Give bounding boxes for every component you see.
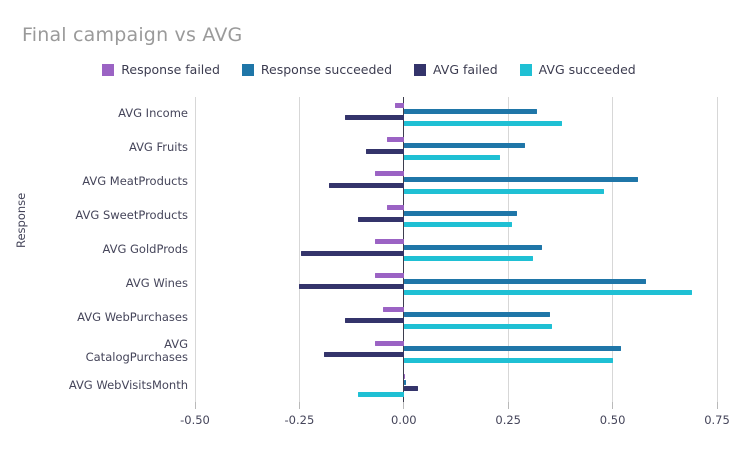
gridline-5 xyxy=(716,97,718,402)
y-axis-label: AVG MeatProducts xyxy=(82,174,188,189)
legend-swatch-response-failed xyxy=(102,63,115,76)
bar[interactable] xyxy=(403,312,550,318)
legend-label-avg-failed: AVG failed xyxy=(433,62,498,77)
legend-swatch-avg-succeeded xyxy=(519,63,532,76)
zero-axis-line xyxy=(403,97,405,402)
bar[interactable] xyxy=(403,176,638,182)
bar[interactable] xyxy=(403,380,406,386)
legend-label-response-succeeded: Response succeeded xyxy=(260,62,393,77)
bar[interactable] xyxy=(345,114,404,120)
bar[interactable] xyxy=(403,210,517,216)
y-axis-label: AVG Fruits xyxy=(128,140,188,155)
bar[interactable] xyxy=(374,272,404,278)
y-axis-label: AVG Wines xyxy=(125,275,188,290)
x-tick-label: 0.25 xyxy=(495,413,521,427)
y-axis-category-labels: AVG Income AVG Fruits AVG MeatProducts AVG … xyxy=(0,97,188,402)
bar[interactable] xyxy=(299,284,404,290)
bar[interactable] xyxy=(382,306,404,312)
legend-swatch-avg-failed xyxy=(414,63,427,76)
bar[interactable] xyxy=(403,188,605,194)
bar[interactable] xyxy=(403,278,646,284)
legend-label-response-failed: Response failed xyxy=(121,62,220,77)
gridline-4 xyxy=(612,97,614,402)
bar[interactable] xyxy=(328,182,404,188)
bar[interactable] xyxy=(301,250,404,256)
bar[interactable] xyxy=(403,154,500,160)
bar[interactable] xyxy=(403,143,525,149)
x-tick-label: 0.00 xyxy=(390,413,417,427)
bar[interactable] xyxy=(403,256,534,262)
bar[interactable] xyxy=(403,109,538,115)
bar[interactable] xyxy=(374,340,404,346)
plot-area xyxy=(194,97,718,402)
legend-item-response-failed[interactable]: Response failed xyxy=(102,62,220,77)
bar[interactable] xyxy=(395,103,404,109)
bar[interactable] xyxy=(403,120,563,126)
x-tick-mark xyxy=(298,402,300,409)
bar[interactable] xyxy=(374,171,404,177)
gridline-0 xyxy=(194,97,196,402)
bar[interactable] xyxy=(403,386,419,392)
x-tick-label: -0.50 xyxy=(180,413,210,427)
legend-item-response-succeeded[interactable]: Response succeeded xyxy=(241,62,393,77)
x-axis-ticks: -0.50 -0.25 0.00 0.25 0.50 0.75 xyxy=(180,402,730,436)
chart-legend: Response failed Response succeeded AVG fai… xyxy=(0,62,738,77)
bar[interactable] xyxy=(403,357,613,363)
legend-item-avg-succeeded[interactable]: AVG succeeded xyxy=(519,62,636,77)
bar[interactable] xyxy=(403,324,553,330)
bar[interactable] xyxy=(357,216,404,222)
y-axis-label: AVG WebPurchases xyxy=(77,309,188,324)
bar[interactable] xyxy=(403,346,621,352)
x-tick-mark xyxy=(716,402,718,409)
x-tick-mark xyxy=(507,402,509,409)
y-axis-title: Response xyxy=(14,192,28,248)
legend-item-avg-failed[interactable]: AVG failed xyxy=(414,62,498,77)
bar[interactable] xyxy=(387,205,404,210)
chart-title: Final campaign vs AVG xyxy=(22,24,243,46)
x-tick-label: -0.25 xyxy=(284,413,315,427)
bar[interactable] xyxy=(366,148,404,154)
x-tick-mark xyxy=(194,402,196,409)
y-axis-label: AVG WebVisitsMonth xyxy=(68,377,188,392)
y-axis-label: AVG Income xyxy=(118,106,188,121)
bar[interactable] xyxy=(403,222,513,228)
x-tick-label: 0.50 xyxy=(599,413,626,427)
x-tick-mark xyxy=(612,402,614,409)
legend-label-avg-succeeded: AVG succeeded xyxy=(538,62,636,77)
bar[interactable] xyxy=(403,374,405,380)
x-tick-mark xyxy=(403,402,405,409)
bar[interactable] xyxy=(357,391,404,397)
bar[interactable] xyxy=(387,137,404,143)
bar[interactable] xyxy=(403,290,692,296)
x-tick-label: 0.75 xyxy=(704,413,730,427)
y-axis-label: AVG SweetProducts xyxy=(75,208,188,223)
bar[interactable] xyxy=(324,352,404,358)
bar[interactable] xyxy=(403,244,542,250)
bar[interactable] xyxy=(345,318,404,324)
gridline-1 xyxy=(298,97,300,402)
y-axis-label: AVG CatalogPurchases xyxy=(85,337,188,365)
legend-swatch-response-succeeded xyxy=(241,63,254,76)
bar[interactable] xyxy=(374,238,404,244)
y-axis-label: AVG GoldProds xyxy=(102,242,188,256)
